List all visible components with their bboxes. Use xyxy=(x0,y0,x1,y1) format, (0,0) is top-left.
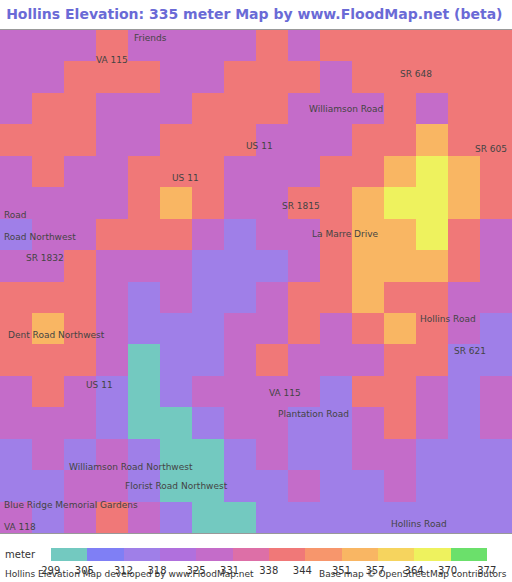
svg-text:351: 351 xyxy=(332,565,351,576)
svg-text:La Marre Drive: La Marre Drive xyxy=(312,229,379,239)
svg-text:Hollins Road: Hollins Road xyxy=(420,314,476,324)
svg-text:VA 115: VA 115 xyxy=(96,55,128,65)
svg-text:364: 364 xyxy=(405,565,424,576)
svg-text:VA 118: VA 118 xyxy=(4,522,36,532)
svg-text:meter: meter xyxy=(5,549,36,560)
svg-text:Florist Road Northwest: Florist Road Northwest xyxy=(125,481,228,491)
svg-text:312: 312 xyxy=(114,565,133,576)
svg-text:Hollins Elevation Map develope: Hollins Elevation Map developed by www.F… xyxy=(5,569,254,579)
svg-text:Williamson Road: Williamson Road xyxy=(309,104,383,114)
svg-text:338: 338 xyxy=(259,565,278,576)
svg-text:US 11: US 11 xyxy=(172,173,199,183)
svg-text:377: 377 xyxy=(477,565,496,576)
svg-text:SR 1815: SR 1815 xyxy=(282,201,320,211)
svg-text:318: 318 xyxy=(147,565,166,576)
svg-text:VA 115: VA 115 xyxy=(269,388,301,398)
svg-text:331: 331 xyxy=(220,565,239,576)
svg-text:370: 370 xyxy=(438,565,457,576)
svg-text:Base map © OpenStreetMap contr: Base map © OpenStreetMap contributors xyxy=(319,569,507,579)
svg-text:US 11: US 11 xyxy=(246,141,273,151)
svg-text:Hollins Elevation: 335 meter M: Hollins Elevation: 335 meter Map by www.… xyxy=(6,6,502,22)
svg-text:Blue Ridge Memorial Gardens: Blue Ridge Memorial Gardens xyxy=(4,500,138,510)
svg-text:Dent Road Northwest: Dent Road Northwest xyxy=(8,330,105,340)
svg-text:SR 1832: SR 1832 xyxy=(26,253,64,263)
svg-text:299: 299 xyxy=(41,565,60,576)
svg-text:Williamson Road Northwest: Williamson Road Northwest xyxy=(69,462,193,472)
svg-text:305: 305 xyxy=(75,565,94,576)
svg-text:325: 325 xyxy=(187,565,206,576)
svg-text:SR 621: SR 621 xyxy=(454,346,486,356)
svg-text:Road Northwest: Road Northwest xyxy=(4,232,76,242)
svg-text:US 11: US 11 xyxy=(86,380,113,390)
svg-text:SR 648: SR 648 xyxy=(400,69,432,79)
svg-text:Hollins Road: Hollins Road xyxy=(391,519,447,529)
svg-text:344: 344 xyxy=(293,565,312,576)
svg-text:Friends: Friends xyxy=(134,33,167,43)
svg-text:357: 357 xyxy=(365,565,384,576)
svg-text:Road: Road xyxy=(4,210,27,220)
svg-text:SR 605: SR 605 xyxy=(475,144,507,154)
svg-text:Plantation Road: Plantation Road xyxy=(278,409,349,419)
